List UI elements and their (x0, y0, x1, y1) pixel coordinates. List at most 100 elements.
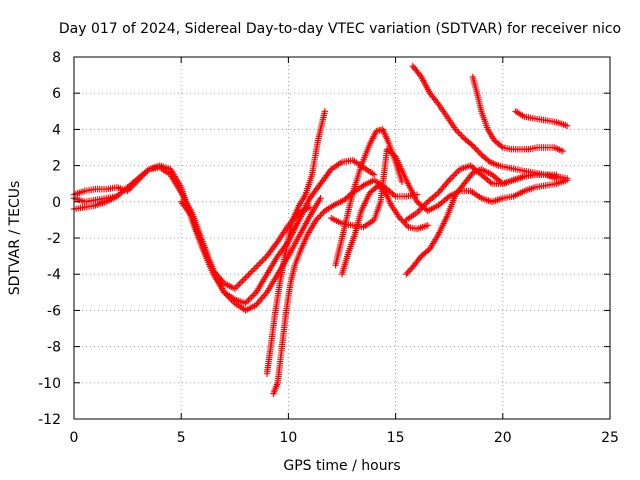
data-point (227, 295, 234, 302)
data-point (242, 299, 249, 307)
data-point (452, 170, 459, 178)
data-point (456, 130, 464, 138)
data-point (399, 217, 406, 225)
y-tick-label: 8 (52, 50, 61, 66)
data-point (553, 171, 560, 178)
data-point (318, 210, 326, 218)
data-point (473, 147, 481, 154)
data-point (228, 296, 235, 304)
x-tick-label: 0 (70, 430, 79, 446)
data-point (314, 215, 321, 222)
data-point (222, 290, 229, 298)
series-track-14 (512, 108, 571, 129)
plot-area (70, 62, 571, 397)
series-track-3 (70, 193, 121, 205)
data-point (246, 269, 254, 277)
data-point (419, 203, 427, 210)
data-point (469, 142, 476, 149)
data-point (321, 108, 329, 115)
data-point (243, 273, 251, 280)
data-point (453, 169, 461, 176)
data-point (262, 254, 269, 261)
series-track-4 (178, 198, 314, 292)
y-tick-label: -6 (47, 303, 61, 319)
data-point (446, 176, 453, 184)
data-point (413, 209, 421, 216)
data-point (254, 262, 261, 269)
data-point (317, 212, 324, 219)
data-point (563, 175, 571, 182)
data-point (416, 72, 424, 79)
data-point (113, 193, 121, 200)
data-point (256, 260, 263, 268)
y-tick-label: 4 (52, 122, 61, 138)
data-point (563, 122, 571, 129)
data-point (231, 285, 238, 292)
data-point (237, 279, 245, 286)
data-point (248, 268, 255, 275)
data-point (249, 266, 257, 274)
x-tick-label: 15 (387, 430, 405, 446)
data-point (452, 126, 459, 133)
data-point (259, 257, 266, 264)
y-tick-label: 2 (52, 159, 61, 175)
x-axis-label: GPS time / hours (283, 458, 400, 474)
data-point (416, 206, 424, 213)
data-point (453, 127, 461, 135)
data-point (251, 290, 258, 298)
series-track-6 (270, 176, 421, 397)
x-tick-label: 5 (177, 430, 186, 446)
data-point (390, 191, 398, 199)
data-point (475, 148, 482, 155)
chart-title: Day 017 of 2024, Sidereal Day-to-day VTE… (59, 21, 621, 37)
data-point (455, 129, 462, 136)
data-point (396, 214, 404, 222)
x-tick-label: 20 (494, 430, 512, 446)
data-point (450, 172, 457, 179)
series-track-8 (338, 182, 431, 278)
data-point (242, 274, 249, 282)
data-point (236, 280, 243, 288)
data-point (415, 207, 422, 215)
data-point (234, 282, 242, 289)
data-point (459, 133, 466, 141)
x-tick-label: 10 (279, 430, 297, 446)
data-point (144, 167, 151, 174)
data-point (223, 292, 231, 299)
data-point (559, 147, 567, 155)
data-point (449, 173, 456, 181)
data-point (239, 277, 246, 285)
data-point (249, 292, 257, 299)
data-point (424, 222, 431, 229)
series-track-5 (263, 108, 329, 377)
y-tick-label: -2 (47, 231, 61, 247)
series-track-11 (403, 162, 560, 224)
data-point (233, 283, 240, 291)
series-track-12 (409, 62, 560, 178)
series-track-9 (328, 146, 571, 231)
data-point (455, 167, 462, 174)
y-tick-label: -10 (38, 376, 61, 392)
data-point (444, 194, 451, 201)
data-point (230, 298, 237, 305)
data-point (447, 175, 454, 182)
data-point (240, 276, 248, 283)
data-point (370, 171, 378, 178)
data-point (458, 132, 465, 139)
data-point (421, 201, 428, 209)
data-point (472, 145, 479, 152)
data-point (418, 204, 425, 212)
y-axis-label: SDTVAR / TECUs (7, 181, 23, 296)
data-point (257, 259, 265, 266)
y-tick-label: -8 (47, 340, 61, 356)
data-point (403, 222, 411, 229)
data-point (260, 256, 268, 263)
x-tick-label: 25 (601, 430, 619, 446)
data-point (225, 293, 232, 301)
data-point (245, 271, 252, 278)
axes: 0 5 10 15 20 25 -12 -10 -8 -6 -4 -2 0 2 4 6 8 (38, 50, 619, 446)
y-tick-label: 6 (52, 86, 61, 102)
data-point (471, 143, 478, 151)
